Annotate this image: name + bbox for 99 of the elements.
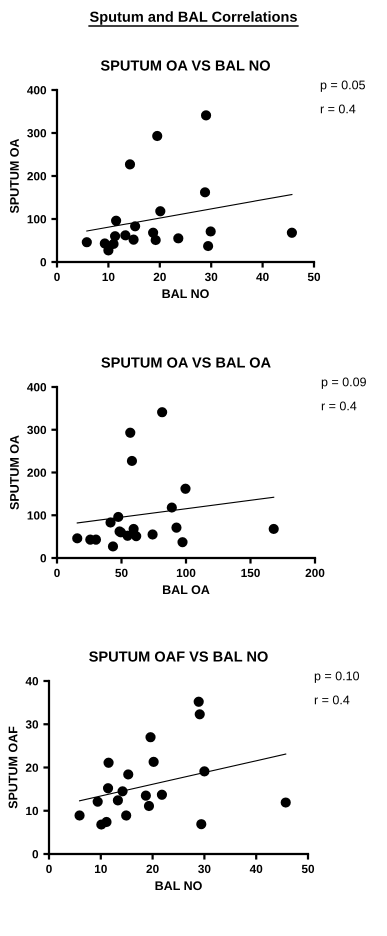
point <box>177 537 188 548</box>
point <box>105 517 116 528</box>
point <box>203 241 214 252</box>
point <box>120 230 130 240</box>
y-tick-label: 0 <box>40 258 46 266</box>
x-tick-label: 20 <box>146 864 159 874</box>
point <box>180 484 191 494</box>
x-tick-label: 50 <box>302 864 314 874</box>
point <box>111 216 122 226</box>
point <box>82 237 92 248</box>
point <box>101 816 112 828</box>
text: r = 0.4 <box>314 696 350 704</box>
point <box>268 524 279 534</box>
point <box>103 245 114 256</box>
point <box>280 797 291 808</box>
point <box>126 456 138 466</box>
point <box>123 769 134 780</box>
point <box>148 756 159 767</box>
point <box>196 819 206 830</box>
text: p = 0.10 <box>314 672 360 683</box>
chart-title: SPUTUM OA VS BAL OA <box>101 357 271 368</box>
chart-title: SPUTUM OA VS BAL NO <box>100 60 270 71</box>
point <box>92 796 103 807</box>
x-tick-label: 0 <box>54 272 60 282</box>
point <box>199 766 210 776</box>
point <box>72 533 82 544</box>
x-axis-title: BAL NO <box>162 289 209 298</box>
point <box>157 407 168 418</box>
y-tick-label: 400 <box>27 383 46 392</box>
point <box>112 795 123 806</box>
x-tick-label: 200 <box>306 568 324 578</box>
y-axis-title: SPUTUM OA <box>10 435 19 510</box>
point <box>152 130 162 142</box>
point <box>286 228 297 238</box>
x-tick-label: 100 <box>176 568 196 578</box>
point <box>166 502 177 513</box>
point <box>200 110 212 120</box>
y-tick-label: 0 <box>32 850 38 858</box>
point <box>140 790 151 801</box>
point <box>128 234 139 245</box>
text: Sputum and BAL Correlations <box>90 11 297 25</box>
x-tick-label: 20 <box>154 272 166 282</box>
point <box>113 512 124 522</box>
point <box>117 786 128 796</box>
point <box>103 758 114 768</box>
point <box>194 696 204 707</box>
point <box>155 206 166 216</box>
x-tick-label: 0 <box>46 864 52 874</box>
point <box>121 810 132 821</box>
y-tick-label: 300 <box>27 426 46 434</box>
point <box>156 790 168 800</box>
x-tick-label: 10 <box>102 272 114 282</box>
y-tick-label: 0 <box>40 554 46 562</box>
y-axis-title: SPUTUM OA <box>10 138 19 214</box>
x-tick-label: 150 <box>241 568 260 578</box>
x-tick-label: 30 <box>198 864 210 874</box>
y-tick-label: 300 <box>27 129 46 138</box>
text: p = 0.09 <box>322 378 366 389</box>
point <box>130 221 140 232</box>
chart-title: SPUTUM OAF VS BAL NO <box>89 651 268 662</box>
y-tick-label: 10 <box>26 806 38 816</box>
text: p = 0.05 <box>320 80 365 92</box>
point <box>131 531 142 542</box>
y-tick-label: 400 <box>27 86 46 94</box>
x-tick-label: 0 <box>54 568 60 578</box>
point <box>122 530 133 541</box>
point <box>74 810 85 821</box>
x-axis-title: BAL NO <box>155 881 202 890</box>
point <box>150 234 161 246</box>
point <box>148 529 158 540</box>
point <box>124 159 136 170</box>
point <box>110 231 120 242</box>
x-tick-label: 50 <box>308 272 320 282</box>
y-tick-label: 20 <box>26 764 38 772</box>
y-tick-label: 100 <box>28 215 46 224</box>
x-axis-title: BAL OA <box>162 585 210 594</box>
y-tick-label: 40 <box>26 677 38 686</box>
x-tick-label: 30 <box>204 272 218 282</box>
point <box>206 226 216 237</box>
x-tick-label: 40 <box>250 864 262 874</box>
y-tick-label: 200 <box>27 468 46 477</box>
point <box>171 522 182 533</box>
point <box>144 800 154 812</box>
x-tick-label: 40 <box>256 272 269 282</box>
y-axis-title: SPUTUM OAF <box>8 726 18 808</box>
y-tick-label: 200 <box>27 172 46 180</box>
x-tick-label: 10 <box>94 864 107 874</box>
point <box>194 709 205 720</box>
text: r = 0.4 <box>320 104 356 114</box>
point <box>173 233 184 244</box>
y-tick-label: 100 <box>28 511 46 520</box>
text: r = 0.4 <box>322 402 356 410</box>
y-tick-label: 30 <box>26 720 38 729</box>
point <box>125 428 136 438</box>
point <box>145 732 156 742</box>
x-tick-label: 50 <box>115 568 128 578</box>
point <box>200 187 210 198</box>
point <box>108 541 118 552</box>
point <box>102 783 114 794</box>
